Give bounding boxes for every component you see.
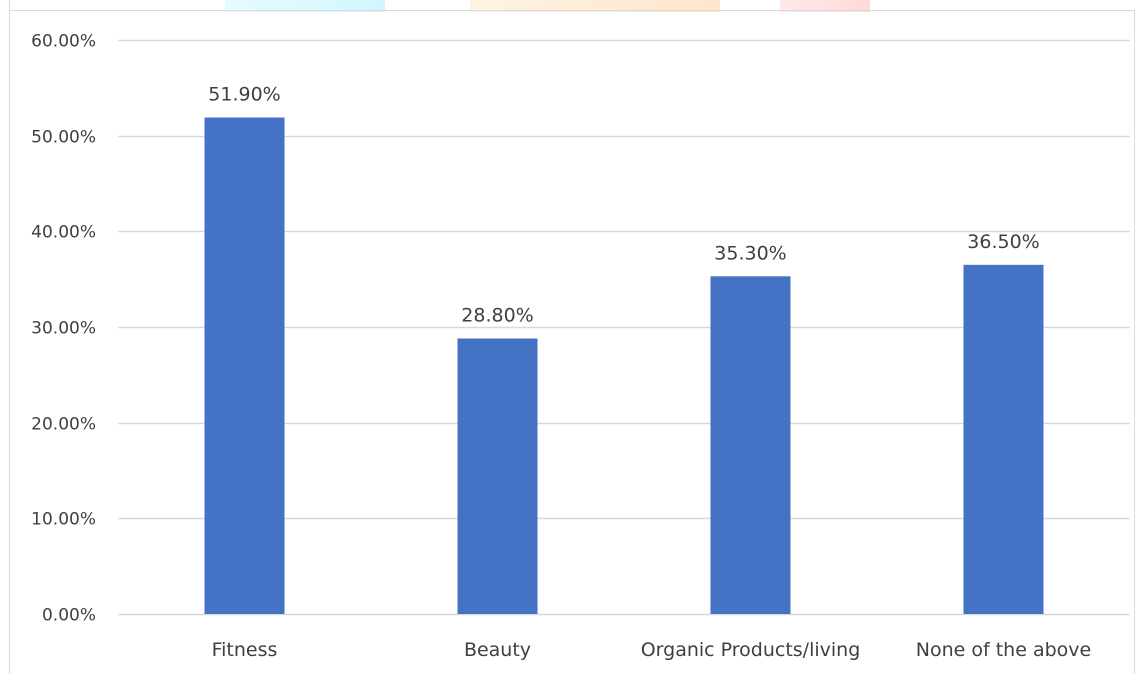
bar — [710, 276, 791, 614]
watermark-fragment-cyan — [225, 0, 385, 12]
x-tick-label: None of the above — [916, 639, 1091, 661]
chart-frame-right — [1134, 10, 1135, 674]
watermark-fragment-orange — [470, 0, 720, 12]
data-label: 51.90% — [208, 83, 280, 105]
watermark-fragment-red — [780, 0, 870, 12]
data-label: 28.80% — [461, 304, 533, 326]
gridlines — [118, 39, 1130, 616]
x-tick-label: Organic Products/living — [641, 639, 861, 661]
chart-frame-left — [9, 0, 10, 674]
bar — [963, 264, 1044, 614]
y-tick-label: 10.00% — [31, 510, 96, 530]
data-labels: 51.90% 28.80% 35.30% 36.50% — [208, 83, 1039, 326]
y-tick-label: 20.00% — [31, 415, 96, 435]
data-label: 36.50% — [967, 231, 1039, 253]
y-tick-label: 40.00% — [31, 223, 96, 243]
y-tick-label: 0.00% — [42, 606, 96, 626]
y-tick-label: 60.00% — [31, 32, 96, 52]
bar — [204, 117, 285, 615]
x-tick-label: Fitness — [212, 639, 278, 661]
x-tick-label: Beauty — [464, 639, 531, 661]
bars — [204, 117, 1044, 615]
x-axis-ticks: Fitness Beauty Organic Products/living None… — [212, 639, 1092, 661]
bar — [457, 338, 538, 614]
y-tick-label: 50.00% — [31, 128, 96, 148]
y-tick-label: 30.00% — [31, 319, 96, 339]
y-axis-ticks: 0.00% 10.00% 20.00% 30.00% 40.00% 50.00% 60.00… — [31, 32, 96, 626]
data-label: 35.30% — [714, 242, 786, 264]
chart-frame-top — [9, 10, 1135, 11]
